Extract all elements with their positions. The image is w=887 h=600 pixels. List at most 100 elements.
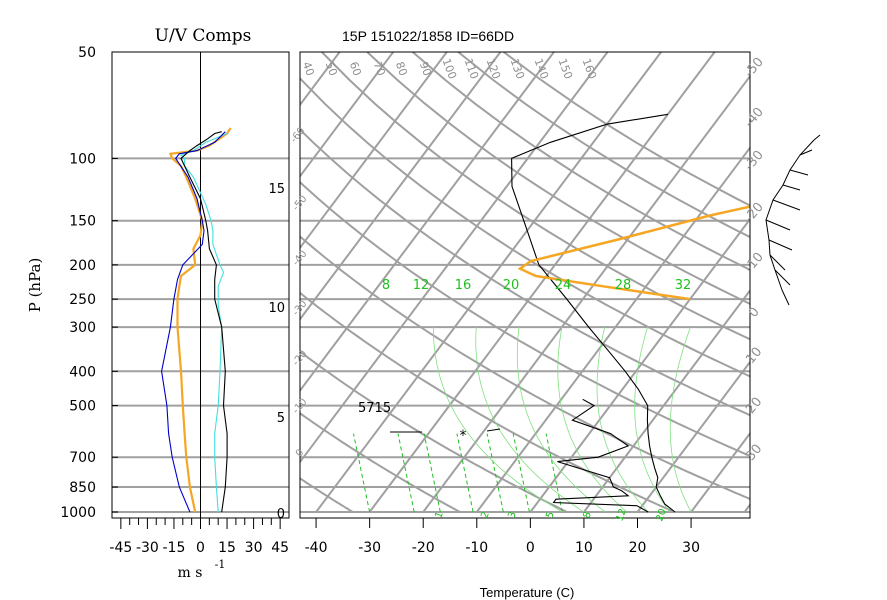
left-y-tick-label: 500 <box>69 399 96 415</box>
skewt-mixing-ratio-line <box>545 433 563 513</box>
skewt-isotherm-label: 0 <box>294 447 307 459</box>
skewt-moist-adiabat <box>475 327 585 513</box>
left-y-tick-labels: 50 100 150 200 250 300 400 500 700 850 1000 <box>60 45 118 521</box>
skewt-theta-label: 90 <box>417 60 434 78</box>
left-x-tick-labels: -45 -30 -15 0 15 30 45 <box>109 518 289 556</box>
skewt-moist-line <box>851 142 887 299</box>
skewt-level-tick <box>486 428 501 432</box>
skewt-ratio-label: 3 <box>506 510 519 520</box>
left-y-tick-label: 150 <box>69 214 96 230</box>
skewt-isotherm-label: 10 <box>743 345 765 367</box>
skewt-mixing-ratio-line <box>456 433 474 513</box>
skewt-isotherm <box>529 217 750 513</box>
skewt-isotherm <box>583 288 750 513</box>
skewt-temperature-line <box>511 113 676 513</box>
skewt-theta-label: 50 <box>323 60 340 78</box>
skewt-mixing-ratio-line <box>423 433 441 513</box>
skewt-isotherm-label: -10 <box>291 397 310 417</box>
skewt-dry-adiabat <box>366 52 750 305</box>
skewt-series-lines: * <box>390 113 887 513</box>
left-series-line <box>179 132 228 513</box>
skewt-isotherm-label: -10 <box>742 250 767 276</box>
skewt-moist-label: 8 <box>382 278 390 293</box>
skewt-theta-label: 80 <box>393 60 410 78</box>
wind-barb-flag <box>799 149 813 156</box>
left-y-tick-label: 400 <box>69 364 96 380</box>
skewt-dry-adiabat <box>300 412 461 513</box>
skewt-mixing-ratio-line <box>486 433 504 513</box>
wind-barb-flag <box>782 184 801 191</box>
left-x-tick-label: -45 <box>109 540 132 556</box>
skewt-height-label: 10 <box>268 301 285 316</box>
left-series-lines <box>161 127 232 513</box>
skewt-x-axis-label: Temperature (C) <box>480 585 575 600</box>
skewt-dry-adiabat <box>300 477 354 513</box>
skewt-parcel-line <box>517 205 750 301</box>
skewt-plot-frame <box>299 51 751 519</box>
skewt-isotherm-label: -30 <box>742 148 767 174</box>
wind-barb-flag <box>772 199 801 211</box>
skewt-dry-adiabat <box>321 52 750 341</box>
left-y-tick-label: 200 <box>69 258 96 274</box>
skewt-mixing-ratio-line <box>397 433 415 513</box>
skewt-moist-adiabat <box>669 326 692 513</box>
skewt-moist-label: 28 <box>615 278 632 293</box>
skewt-moist-label: 32 <box>675 278 692 293</box>
left-x-tick-label: 30 <box>245 540 263 556</box>
skewt-ratio-label: 5 <box>544 510 557 520</box>
left-x-tick-label: 15 <box>218 540 236 556</box>
skewt-theta-label: 60 <box>347 60 364 78</box>
skewt-isotherm <box>300 52 502 321</box>
skewt-isotherm <box>300 52 448 250</box>
skewt-theta-label: 40 <box>300 60 317 78</box>
left-x-axis-label-exponent: -1 <box>215 558 226 571</box>
skewt-height-label: 0 <box>277 507 285 522</box>
skewt-dry-adiabat <box>300 180 750 458</box>
left-pressure-gridlines <box>112 52 289 518</box>
skewt-isotherm <box>300 52 395 178</box>
skewt-background <box>300 52 750 513</box>
skewt-theta-label: 160 <box>580 57 599 81</box>
skewt-dry-adiabat <box>457 52 750 239</box>
skewt-isotherm-label: 30 <box>743 442 765 464</box>
skewt-isotherm <box>422 74 750 513</box>
skewt-mixing-ratio-line <box>353 433 371 513</box>
skewt-height-label: 5 <box>277 411 285 426</box>
skewt-theta-label: 130 <box>508 57 527 81</box>
skewt-moist-label: 12 <box>413 278 430 293</box>
left-series-line <box>168 127 232 513</box>
left-y-tick-label: 850 <box>69 480 96 496</box>
skewt-ratio-label: 1 <box>433 510 446 520</box>
skewt-x-tick-label: -20 <box>412 540 435 556</box>
skewt-isotherm-label: 0 <box>746 305 763 321</box>
uv-components-panel: U/V Comps 501001502002503004005007008501… <box>26 26 290 581</box>
left-y-tick-label: 50 <box>78 45 96 61</box>
left-x-tick-label: 0 <box>196 540 205 556</box>
left-y-tick-label: 700 <box>69 450 96 466</box>
left-series-line <box>180 131 228 513</box>
wind-barbs <box>765 134 821 306</box>
skewt-moist-label: 20 <box>503 278 520 293</box>
wind-barb-flag <box>768 239 793 251</box>
skewt-ratio-label: 8 <box>581 510 594 520</box>
skewt-dry-adiabat <box>300 350 568 513</box>
wind-barb-flag <box>789 169 809 176</box>
left-panel-title: U/V Comps <box>155 26 252 46</box>
skewt-theta-label: 120 <box>484 57 503 81</box>
skewt-theta-label: 150 <box>556 57 575 81</box>
left-x-tick-label: -30 <box>136 540 159 556</box>
skewt-moist-label: 24 <box>555 278 572 293</box>
skewt-ratio-label: 12 <box>614 507 629 523</box>
skewt-x-tick-label: 0 <box>526 540 535 556</box>
skewt-moist-adiabat <box>557 327 628 513</box>
wind-barb-flag <box>769 254 786 271</box>
left-y-tick-label: 250 <box>69 292 96 308</box>
left-x-tick-label: -15 <box>163 540 186 556</box>
skewt-isotherm-label: -30 <box>291 299 310 319</box>
left-y-tick-label: 100 <box>69 151 96 167</box>
figure-title: 15P 151022/1858 ID=66DD <box>342 28 514 44</box>
wind-barb-flag <box>813 134 821 141</box>
skewt-dry-adiabat <box>300 76 750 378</box>
